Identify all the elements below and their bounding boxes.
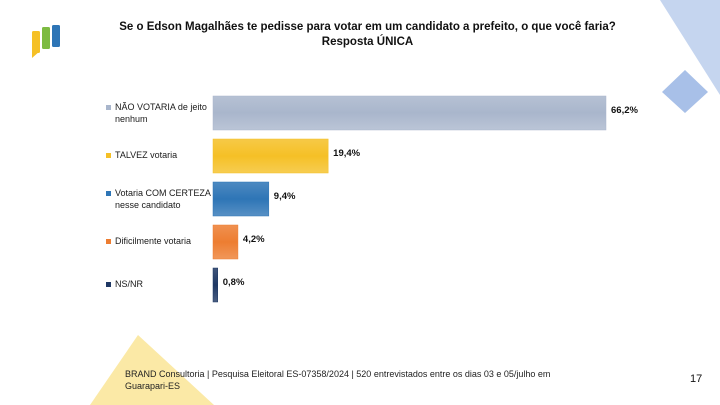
legend-label-4: NS/NR bbox=[115, 279, 144, 289]
bar-3 bbox=[212, 224, 239, 260]
bar-2 bbox=[212, 181, 270, 217]
deco-small-diamond bbox=[662, 70, 708, 113]
logo-bar-yellow bbox=[32, 31, 40, 53]
bar-4 bbox=[212, 267, 218, 303]
legend-label-0: NÃO VOTARIA de jeito nenhum bbox=[115, 102, 207, 124]
top-right-decoration bbox=[660, 0, 720, 113]
chart-title: Se o Edson Magalhães te pedisse para vot… bbox=[119, 21, 616, 48]
logo-bubble-tail bbox=[32, 51, 40, 58]
logo-bar-blue bbox=[52, 25, 60, 47]
value-label-1: 19,4% bbox=[333, 148, 361, 159]
deco-triangle bbox=[90, 335, 214, 405]
legend-item-4: NS/NR bbox=[106, 279, 216, 291]
bottom-left-decoration bbox=[90, 335, 214, 405]
value-label-2: 9,4% bbox=[273, 191, 296, 202]
legend-label-1: TALVEZ votaria bbox=[115, 150, 178, 160]
value-label-4: 0,8% bbox=[222, 277, 245, 288]
legend-item-2: Votaria COM CERTEZA nesse candidato bbox=[106, 188, 216, 211]
bar-1 bbox=[212, 138, 329, 174]
page-number: 17 bbox=[690, 373, 703, 385]
deco-large-diamond bbox=[660, 0, 720, 95]
value-label-3: 4,2% bbox=[242, 234, 265, 245]
legend-swatch-4 bbox=[106, 282, 111, 287]
legend-swatch-0 bbox=[106, 105, 111, 110]
logo-bar-green bbox=[42, 27, 50, 49]
legend-item-0: NÃO VOTARIA de jeito nenhum bbox=[106, 102, 216, 125]
value-label-0: 66,2% bbox=[611, 105, 638, 116]
bar-0 bbox=[212, 95, 607, 131]
legend-item-3: Dificilmente votaria bbox=[106, 236, 216, 248]
legend-label-2: Votaria COM CERTEZA nesse candidato bbox=[115, 188, 211, 210]
footer-source: BRAND Consultoria | Pesquisa Eleitoral E… bbox=[125, 369, 551, 391]
speech-bubble-bars-logo bbox=[32, 25, 60, 58]
legend-swatch-1 bbox=[106, 153, 111, 158]
legend-swatch-2 bbox=[106, 191, 111, 196]
legend-item-1: TALVEZ votaria bbox=[106, 150, 216, 162]
legend-label-3: Dificilmente votaria bbox=[115, 236, 192, 246]
legend-swatch-3 bbox=[106, 239, 111, 244]
